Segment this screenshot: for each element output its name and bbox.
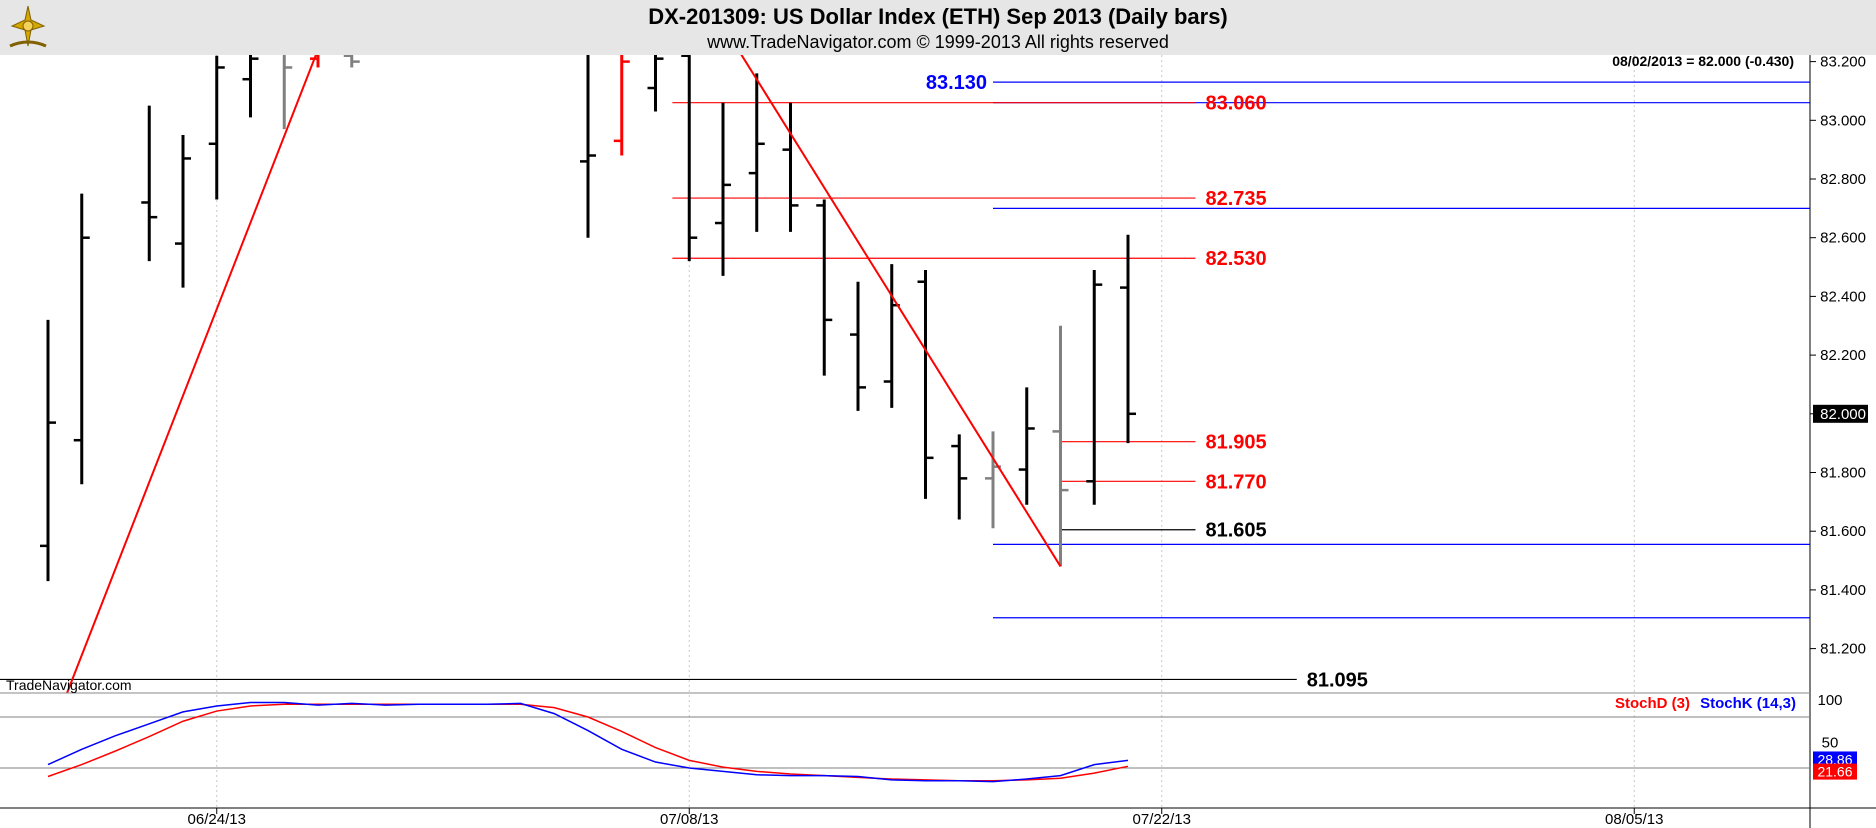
date-tick-label: 07/08/13 (660, 811, 718, 828)
trendline-layer (65, 55, 1062, 693)
date-tick-label: 08/05/13 (1605, 811, 1663, 828)
ohlc-bar (242, 55, 259, 118)
ohlc-bar (580, 55, 596, 238)
level-label: 82.530 (1206, 248, 1267, 270)
ohlc-bar (282, 55, 293, 130)
price-tick-label: 81.400 (1820, 582, 1866, 599)
ohlc-bar (1086, 269, 1103, 505)
level-label: 81.095 (1307, 669, 1368, 691)
ohlc-bar (681, 55, 698, 262)
ohlc-bar (748, 73, 765, 232)
level-label: 81.905 (1206, 432, 1267, 454)
trade-navigator-logo-icon (9, 5, 47, 48)
stoch-d-value-label: 21.66 (1817, 764, 1852, 780)
trendline (65, 55, 317, 693)
level-label: 82.735 (1206, 188, 1267, 210)
ohlc-bar (208, 55, 225, 200)
price-tick-label: 81.200 (1820, 641, 1866, 658)
ohlc-bar (40, 319, 56, 582)
stoch-k-value-box (1813, 751, 1857, 768)
level-label: 81.605 (1206, 520, 1267, 542)
stoch-k-legend: StochK (14,3) (1700, 695, 1796, 712)
ohlc-bar (343, 55, 360, 68)
ohlc-bar (1018, 387, 1035, 505)
stoch-tick-label: 50 (1822, 735, 1839, 752)
price-tick-label: 81.800 (1820, 465, 1866, 482)
price-axis-layer: 06/24/1307/08/1307/22/1308/05/1308/19/13… (188, 54, 1868, 828)
ohlc-bar (647, 55, 664, 112)
chart-header: DX-201309: US Dollar Index (ETH) Sep 201… (0, 0, 1876, 55)
level-label: 83.060 (1206, 93, 1267, 115)
watermark-text: TradeNavigator.com (6, 677, 132, 693)
ohlc-bar (175, 134, 191, 288)
ohlc-bar (1120, 234, 1136, 444)
ohlc-bar (850, 281, 866, 411)
last-price-label: 82.000 (1820, 406, 1866, 423)
level-label: 83.130 (926, 72, 987, 94)
ohlc-bar (816, 199, 833, 376)
level-lines-layer: 83.13083.06083.06082.73582.70082.53081.9… (0, 72, 1810, 691)
price-tick-label: 83.000 (1820, 112, 1866, 129)
stoch-k-value-label: 28.86 (1817, 751, 1852, 767)
price-tick-label: 82.400 (1820, 288, 1866, 305)
ohlc-bar (985, 431, 1001, 529)
ohlc-bar (141, 105, 158, 262)
price-tick-label: 82.600 (1820, 230, 1866, 247)
price-tick-label: 82.200 (1820, 347, 1866, 364)
ohlc-bar (1052, 325, 1069, 567)
ohlc-bar (917, 269, 934, 499)
price-tick-label: 82.800 (1820, 171, 1866, 188)
stoch-d-legend: StochD (3) (1615, 695, 1690, 712)
date-tick-label: 07/22/13 (1133, 811, 1191, 828)
stoch-k-line (47, 701, 1129, 783)
price-tick-label: 83.200 (1820, 54, 1866, 71)
date-tick-label: 06/24/13 (188, 811, 246, 828)
trendline (740, 55, 1062, 567)
stoch-d-line (47, 703, 1129, 782)
stoch-tick-label: 100 (1817, 692, 1842, 709)
ohlc-bar (715, 102, 731, 276)
price-bars-layer (40, 55, 1136, 582)
ohlc-bar (951, 434, 968, 520)
last-price-box (1813, 404, 1868, 423)
chart-title: DX-201309: US Dollar Index (ETH) Sep 201… (648, 4, 1228, 29)
stoch-d-value-box (1813, 763, 1857, 780)
chart-subtitle: www.TradeNavigator.com © 1999-2013 All r… (707, 32, 1169, 52)
ohlc-bar (782, 102, 799, 232)
last-price-info: 08/02/2013 = 82.000 (-0.430) (1612, 53, 1794, 69)
level-label: 81.770 (1206, 471, 1267, 493)
price-tick-label: 81.600 (1820, 523, 1866, 540)
ohlc-bar (73, 193, 90, 485)
ohlc-bar (613, 55, 630, 156)
